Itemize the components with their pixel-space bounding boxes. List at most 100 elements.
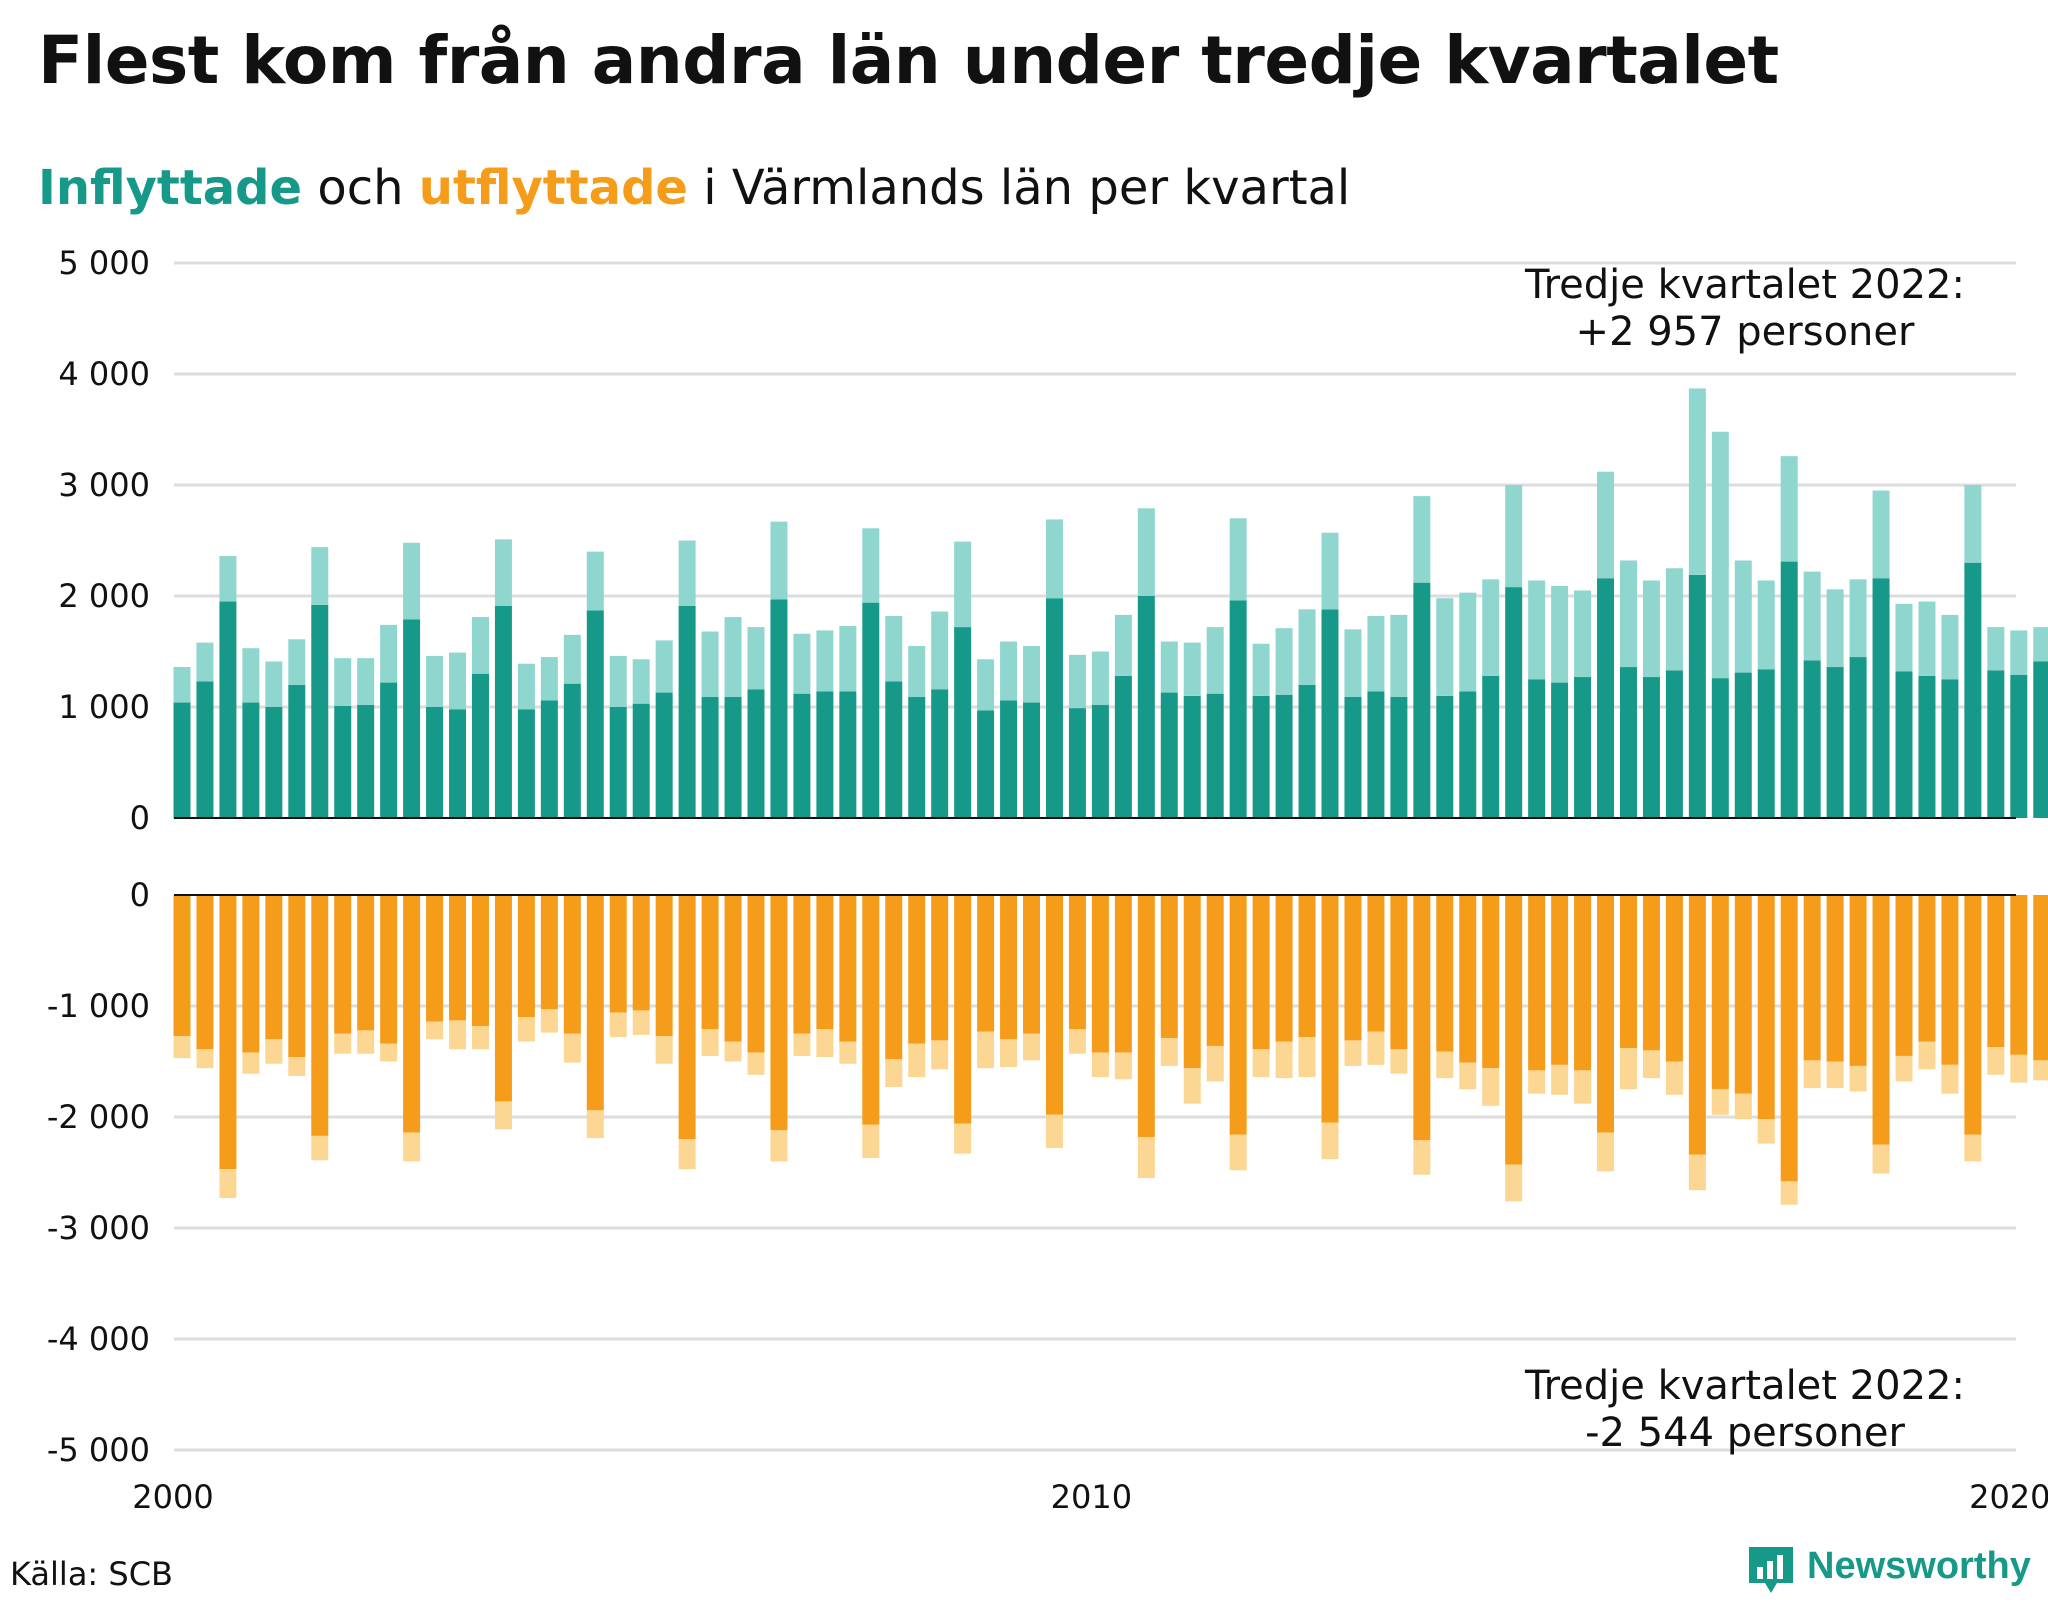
bar-utvandring (678, 1139, 696, 1170)
y-tick-label-top: 2 000 (58, 577, 150, 615)
annotation-bottom-line1: Tredje kvartalet 2022: (1524, 1363, 1965, 1409)
bar-invandring (1964, 485, 1982, 563)
y-tick-label-bottom: -2 000 (47, 1098, 150, 1136)
bar-utvandring (1068, 1029, 1086, 1054)
bar-till-ovriga-lan (1780, 895, 1798, 1182)
bar-utvandring (701, 1029, 719, 1056)
bar-utvandring (1137, 1136, 1155, 1179)
bar-utvandring (1436, 1051, 1454, 1079)
y-tick-label-top: 4 000 (58, 355, 150, 393)
bar-utvandring (724, 1041, 742, 1062)
bar-utvandring (1344, 1040, 1362, 1066)
bar-utvandring (1734, 1093, 1752, 1120)
bar-till-ovriga-lan (1872, 895, 1890, 1145)
bar-fran-ovriga-lan (426, 707, 444, 818)
bar-till-ovriga-lan (1574, 895, 1592, 1071)
bar-utvandring (1780, 1181, 1798, 1205)
bar-till-ovriga-lan (793, 895, 811, 1034)
bar-invandring (1206, 627, 1224, 694)
bar-utvandring (1160, 1038, 1178, 1066)
bar-fran-ovriga-lan (1482, 675, 1500, 818)
bar-utvandring (1298, 1037, 1316, 1078)
bar-till-ovriga-lan (586, 895, 604, 1111)
x-tick-label: 2020 (1969, 1478, 2048, 1516)
y-tick-label-top: 5 000 (58, 244, 150, 282)
bar-fran-ovriga-lan (242, 702, 260, 818)
bar-utvandring (403, 1132, 421, 1162)
bar-utvandring (1711, 1089, 1729, 1115)
bar-fran-ovriga-lan (219, 601, 237, 818)
bar-fran-ovriga-lan (1780, 561, 1798, 818)
subtitle-utflyttade: utflyttade (418, 160, 688, 216)
bar-till-ovriga-lan (655, 895, 673, 1036)
bar-invandring (747, 627, 765, 690)
bar-invandring (288, 639, 306, 685)
bar-utvandring (1505, 1164, 1523, 1202)
annotation-top-line1: Tredje kvartalet 2022: (1524, 262, 1965, 308)
bar-fran-ovriga-lan (563, 683, 581, 818)
bar-till-ovriga-lan (816, 895, 834, 1030)
bar-fran-ovriga-lan (1344, 697, 1362, 818)
bar-utvandring (862, 1124, 880, 1159)
bar-invandring (1619, 560, 1637, 668)
bar-fran-ovriga-lan (1528, 679, 1546, 818)
y-tick-label-bottom: -3 000 (47, 1209, 150, 1247)
bar-utvandring (173, 1035, 191, 1059)
bar-invandring (655, 640, 673, 693)
bar-utvandring (1918, 1041, 1936, 1070)
bar-till-ovriga-lan (1000, 895, 1018, 1040)
bar-utvandring (1390, 1049, 1408, 1074)
x-tick-label: 2000 (132, 1478, 213, 1516)
bar-till-ovriga-lan (977, 895, 995, 1032)
bar-till-ovriga-lan (1436, 895, 1454, 1052)
bar-utvandring (1045, 1114, 1063, 1149)
bar-fran-ovriga-lan (173, 702, 191, 818)
bar-invandring (1987, 627, 2005, 671)
bar-fran-ovriga-lan (908, 697, 926, 818)
bar-fran-ovriga-lan (1551, 682, 1569, 818)
bar-invandring (586, 551, 604, 611)
bar-invandring (1436, 598, 1454, 696)
bar-invandring (1734, 560, 1752, 673)
bar-invandring (265, 661, 283, 707)
bar-till-ovriga-lan (563, 895, 581, 1034)
bar-till-ovriga-lan (1597, 895, 1615, 1133)
bar-invandring (1528, 580, 1546, 680)
bar-fran-ovriga-lan (1597, 578, 1615, 818)
bar-invandring (1160, 641, 1178, 693)
bar-invandring (1665, 568, 1683, 671)
bar-fran-ovriga-lan (954, 627, 972, 818)
bar-till-ovriga-lan (288, 895, 306, 1058)
bar-utvandring (1482, 1068, 1500, 1106)
bar-fran-ovriga-lan (1229, 600, 1247, 818)
bar-utvandring (770, 1130, 788, 1162)
bar-fran-ovriga-lan (1068, 708, 1086, 818)
bar-utvandring (1023, 1033, 1041, 1061)
bar-invandring (242, 648, 260, 703)
bar-fran-ovriga-lan (885, 681, 903, 818)
bar-utvandring (1321, 1122, 1339, 1160)
bar-fran-ovriga-lan (1872, 578, 1890, 818)
bar-utvandring (1826, 1061, 1844, 1089)
y-tick-label-top: 0 (130, 799, 150, 837)
bar-fran-ovriga-lan (1137, 596, 1155, 818)
bar-invandring (1183, 642, 1201, 696)
bar-fran-ovriga-lan (1918, 675, 1936, 818)
bar-fran-ovriga-lan (1321, 609, 1339, 818)
chart-subtitle: Inflyttade och utflyttade i Värmlands lä… (38, 160, 1350, 216)
bar-fran-ovriga-lan (1160, 692, 1178, 818)
bar-till-ovriga-lan (1091, 895, 1109, 1053)
bar-invandring (701, 631, 719, 698)
bar-till-ovriga-lan (173, 895, 191, 1036)
bar-fran-ovriga-lan (862, 602, 880, 818)
bar-utvandring (357, 1030, 375, 1054)
bar-fran-ovriga-lan (1367, 691, 1385, 818)
bar-fran-ovriga-lan (839, 691, 857, 818)
bar-till-ovriga-lan (1803, 895, 1821, 1061)
bar-invandring (403, 542, 421, 620)
bar-utvandring (517, 1017, 535, 1042)
bar-utvandring (426, 1021, 444, 1040)
bar-invandring (1367, 615, 1385, 692)
bar-invandring (724, 617, 742, 698)
bar-utvandring (816, 1029, 834, 1058)
